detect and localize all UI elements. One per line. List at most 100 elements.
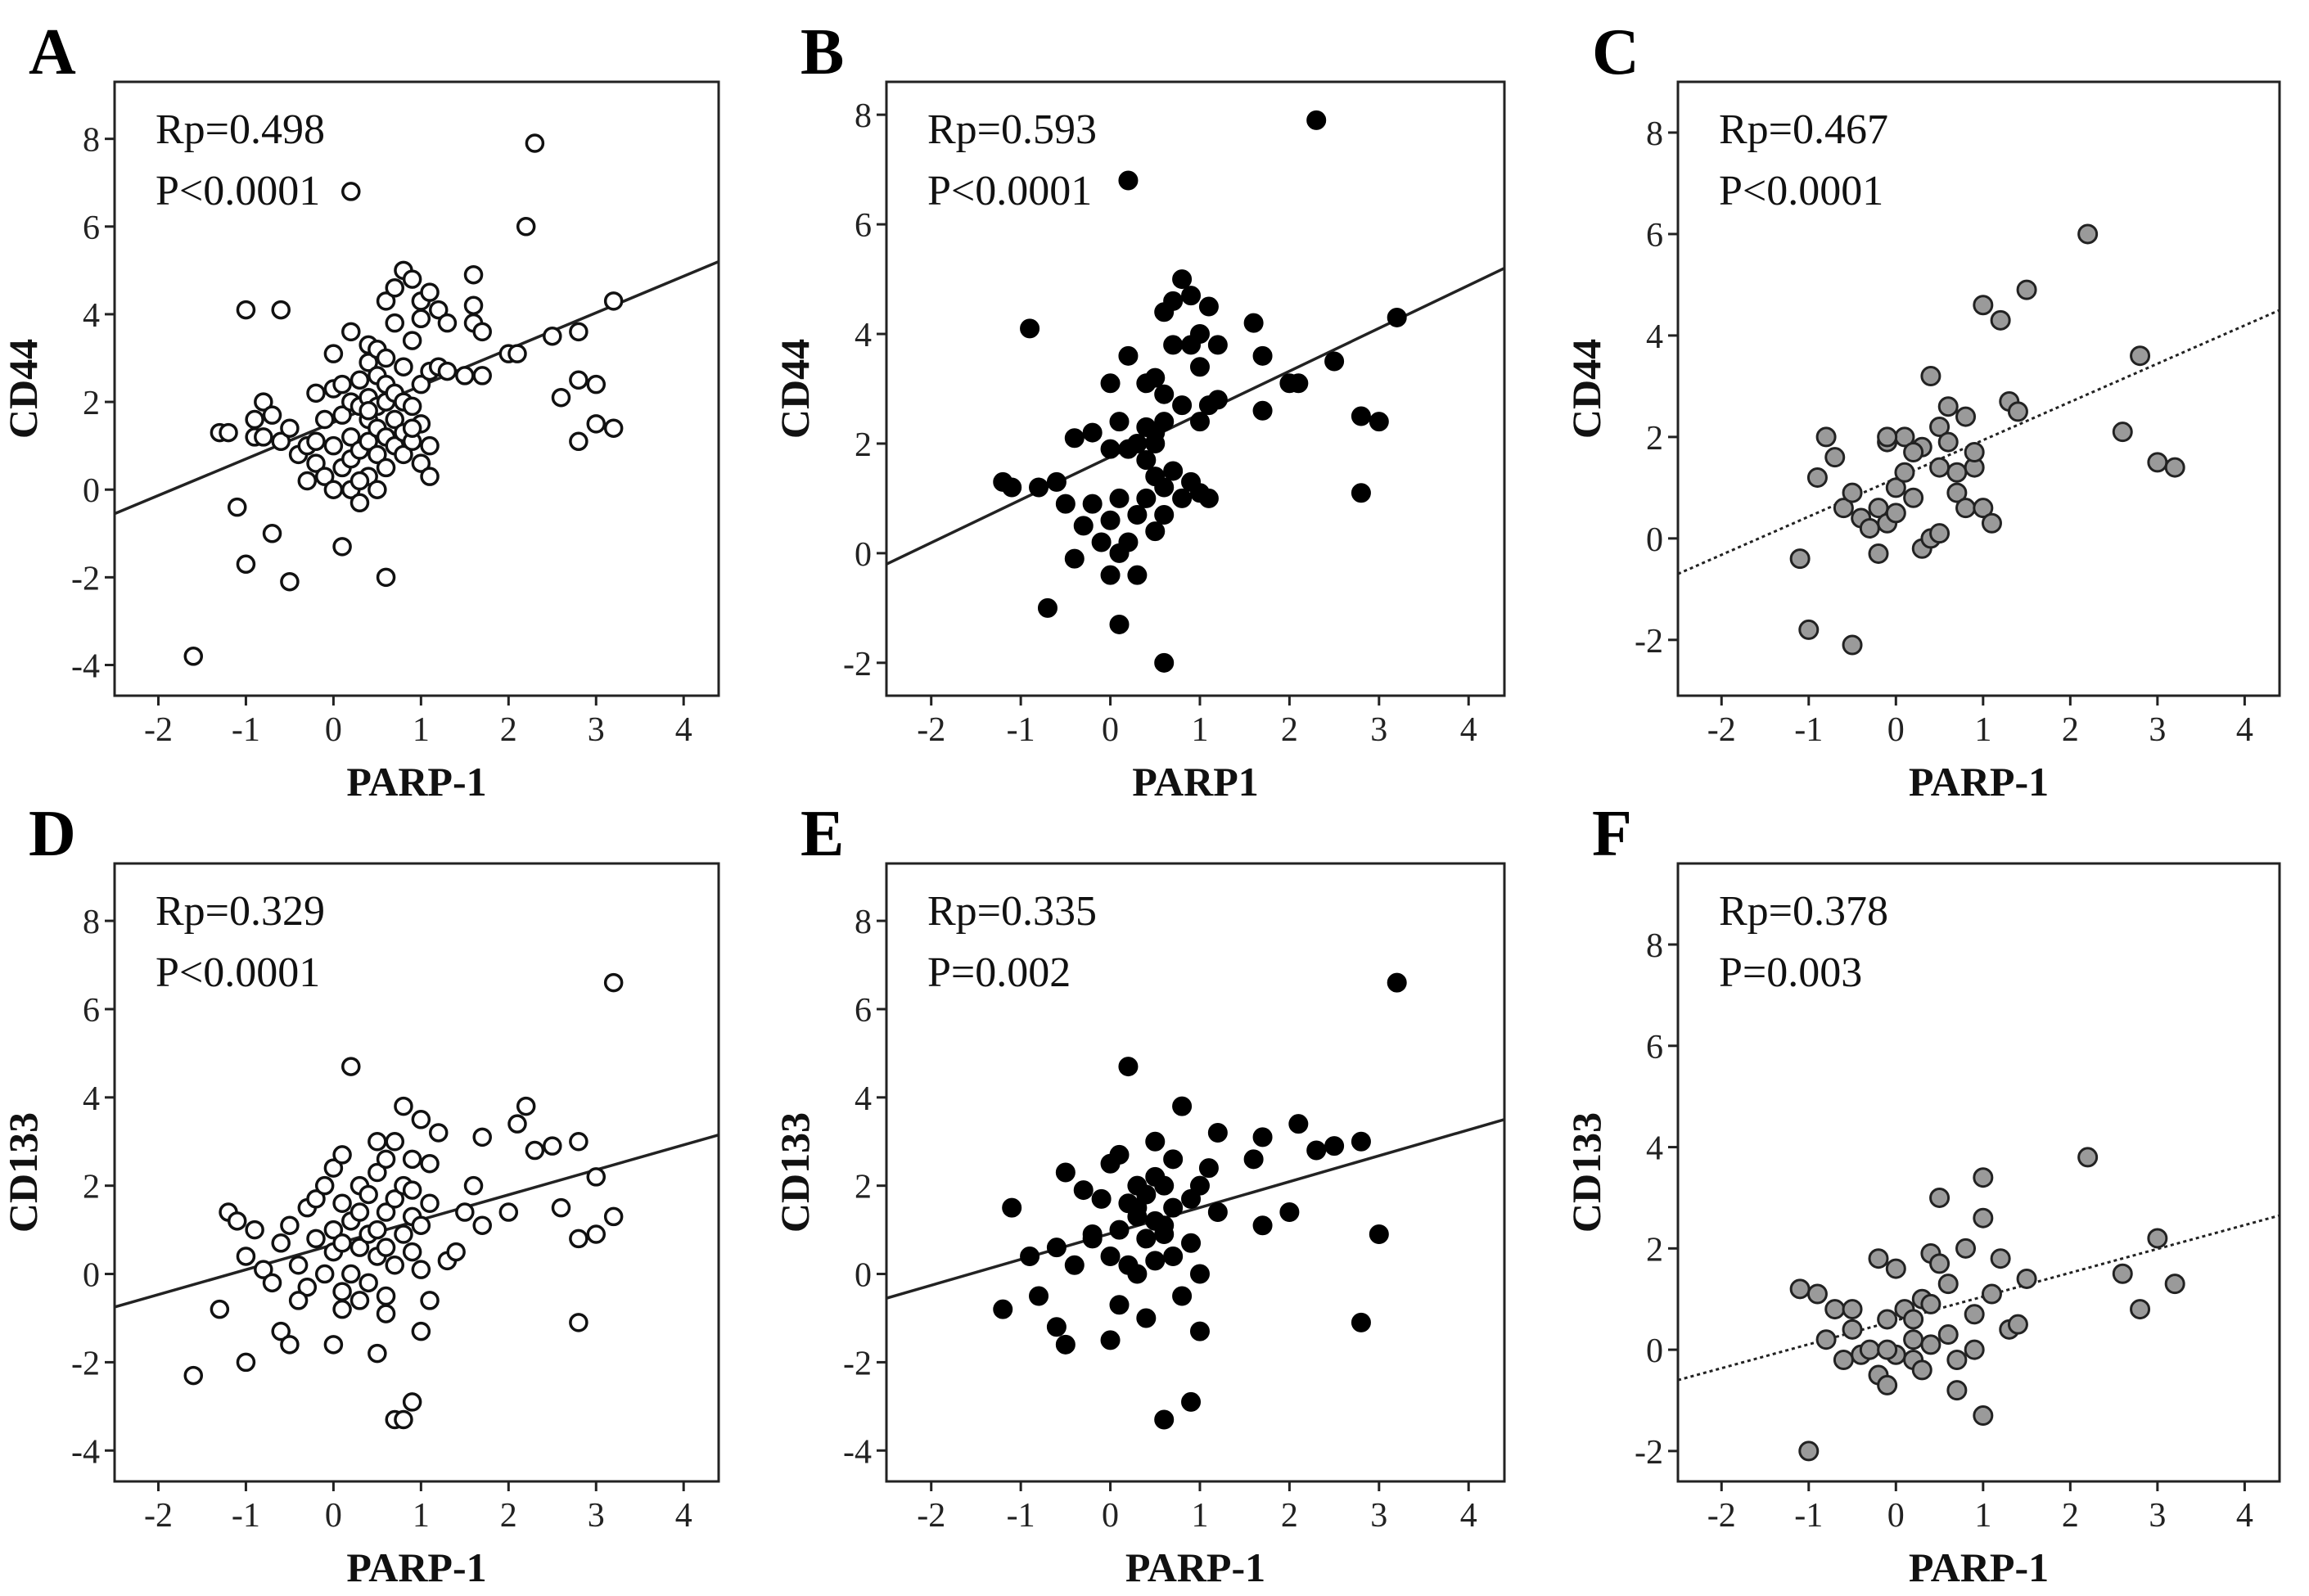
x-axis-label: PARP-1: [1909, 759, 2049, 805]
x-tick-label: 0: [1887, 1497, 1905, 1535]
data-point: [314, 1264, 335, 1284]
y-tick-label: -2: [843, 646, 872, 683]
data-point: [1172, 395, 1193, 416]
data-point: [603, 291, 624, 311]
y-axis-label: CD133: [0, 1112, 46, 1233]
panel-letter: F: [1592, 798, 1632, 870]
data-point: [1189, 324, 1210, 345]
y-tick-label: 6: [1646, 217, 1663, 255]
data-point: [271, 1233, 291, 1253]
x-axis-label: PARP-1: [1909, 1544, 2049, 1590]
data-point: [1136, 417, 1157, 437]
data-point: [376, 458, 396, 478]
data-point: [1154, 505, 1175, 525]
data-point: [1990, 309, 2011, 331]
data-point: [1118, 345, 1139, 366]
plot-frame: [113, 80, 720, 697]
data-point: [350, 1238, 370, 1257]
data-point: [332, 1282, 352, 1301]
data-point: [1100, 565, 1121, 585]
x-axis-label: PARP-1: [346, 1544, 486, 1590]
data-point: [420, 282, 440, 302]
data-point: [1964, 441, 1985, 462]
data-point: [1002, 477, 1022, 498]
data-point: [569, 370, 589, 390]
x-tick-label: 2: [500, 1497, 517, 1535]
data-point: [227, 497, 247, 517]
data-point: [402, 1392, 422, 1412]
data-point: [1920, 1334, 1941, 1355]
data-point: [586, 1167, 607, 1187]
correlation-annotation: Rp=0.335: [927, 888, 1097, 935]
data-point: [569, 1229, 589, 1249]
y-tick-label: 8: [83, 122, 100, 160]
data-point: [1243, 313, 1264, 333]
data-point: [586, 1224, 607, 1244]
data-point: [236, 554, 256, 575]
data-point: [1877, 426, 1898, 448]
data-point: [1136, 488, 1157, 508]
data-point: [332, 1299, 352, 1319]
data-point: [1351, 1131, 1371, 1152]
data-point: [368, 1132, 387, 1152]
data-point: [219, 422, 238, 443]
data-point: [1964, 1304, 1985, 1325]
data-point: [1955, 1238, 1977, 1259]
data-point: [402, 1180, 422, 1200]
data-point: [472, 1127, 492, 1147]
data-point: [368, 1220, 387, 1240]
data-point: [368, 444, 387, 465]
data-point: [1207, 1202, 1228, 1223]
data-point: [1946, 1349, 1968, 1370]
y-tick-label: 2: [83, 385, 100, 422]
data-point: [1833, 498, 1854, 519]
data-point: [1369, 1224, 1389, 1244]
data-point: [463, 264, 484, 285]
data-point: [1118, 532, 1139, 552]
x-tick-label: 1: [413, 1497, 430, 1535]
data-point: [350, 493, 370, 513]
data-point: [993, 1299, 1013, 1319]
data-point: [586, 374, 607, 394]
y-tick-label: -2: [1635, 1434, 1663, 1472]
data-point: [376, 348, 396, 368]
data-point: [1163, 291, 1184, 311]
y-tick-label: 0: [83, 472, 100, 510]
p-value-annotation: P<0.0001: [156, 949, 320, 996]
data-point: [420, 1291, 440, 1310]
data-point: [1351, 483, 1371, 503]
x-tick-label: 4: [675, 711, 692, 749]
data-point: [1082, 422, 1103, 443]
data-point: [1029, 477, 1049, 498]
data-point: [1189, 1321, 1210, 1341]
data-point: [1127, 1197, 1148, 1218]
data-point: [1789, 1278, 1811, 1300]
data-point: [254, 1260, 273, 1279]
data-point: [332, 1145, 352, 1165]
data-point: [2130, 345, 2151, 367]
p-value-annotation: P<0.0001: [927, 168, 1092, 214]
data-point: [2112, 1263, 2133, 1284]
data-point: [271, 300, 291, 320]
x-tick-label: 0: [1887, 711, 1905, 749]
data-point: [1279, 1202, 1300, 1223]
data-point: [1082, 1224, 1103, 1244]
data-point: [402, 396, 422, 417]
data-point: [1937, 396, 1959, 417]
data-point: [1946, 1380, 1968, 1401]
data-point: [543, 1136, 562, 1156]
data-point: [227, 1211, 247, 1231]
data-point: [245, 409, 264, 430]
data-point: [1100, 439, 1121, 459]
data-point: [1181, 286, 1202, 306]
data-point: [2007, 1314, 2028, 1335]
p-value-annotation: P=0.003: [1719, 949, 1862, 996]
data-point: [385, 409, 405, 430]
data-point: [2077, 223, 2099, 245]
data-point: [323, 480, 344, 499]
y-tick-label: 6: [855, 992, 872, 1030]
x-tick-label: 4: [675, 1497, 692, 1535]
data-point: [586, 414, 607, 434]
data-point: [1145, 1251, 1166, 1271]
data-point: [341, 182, 361, 201]
